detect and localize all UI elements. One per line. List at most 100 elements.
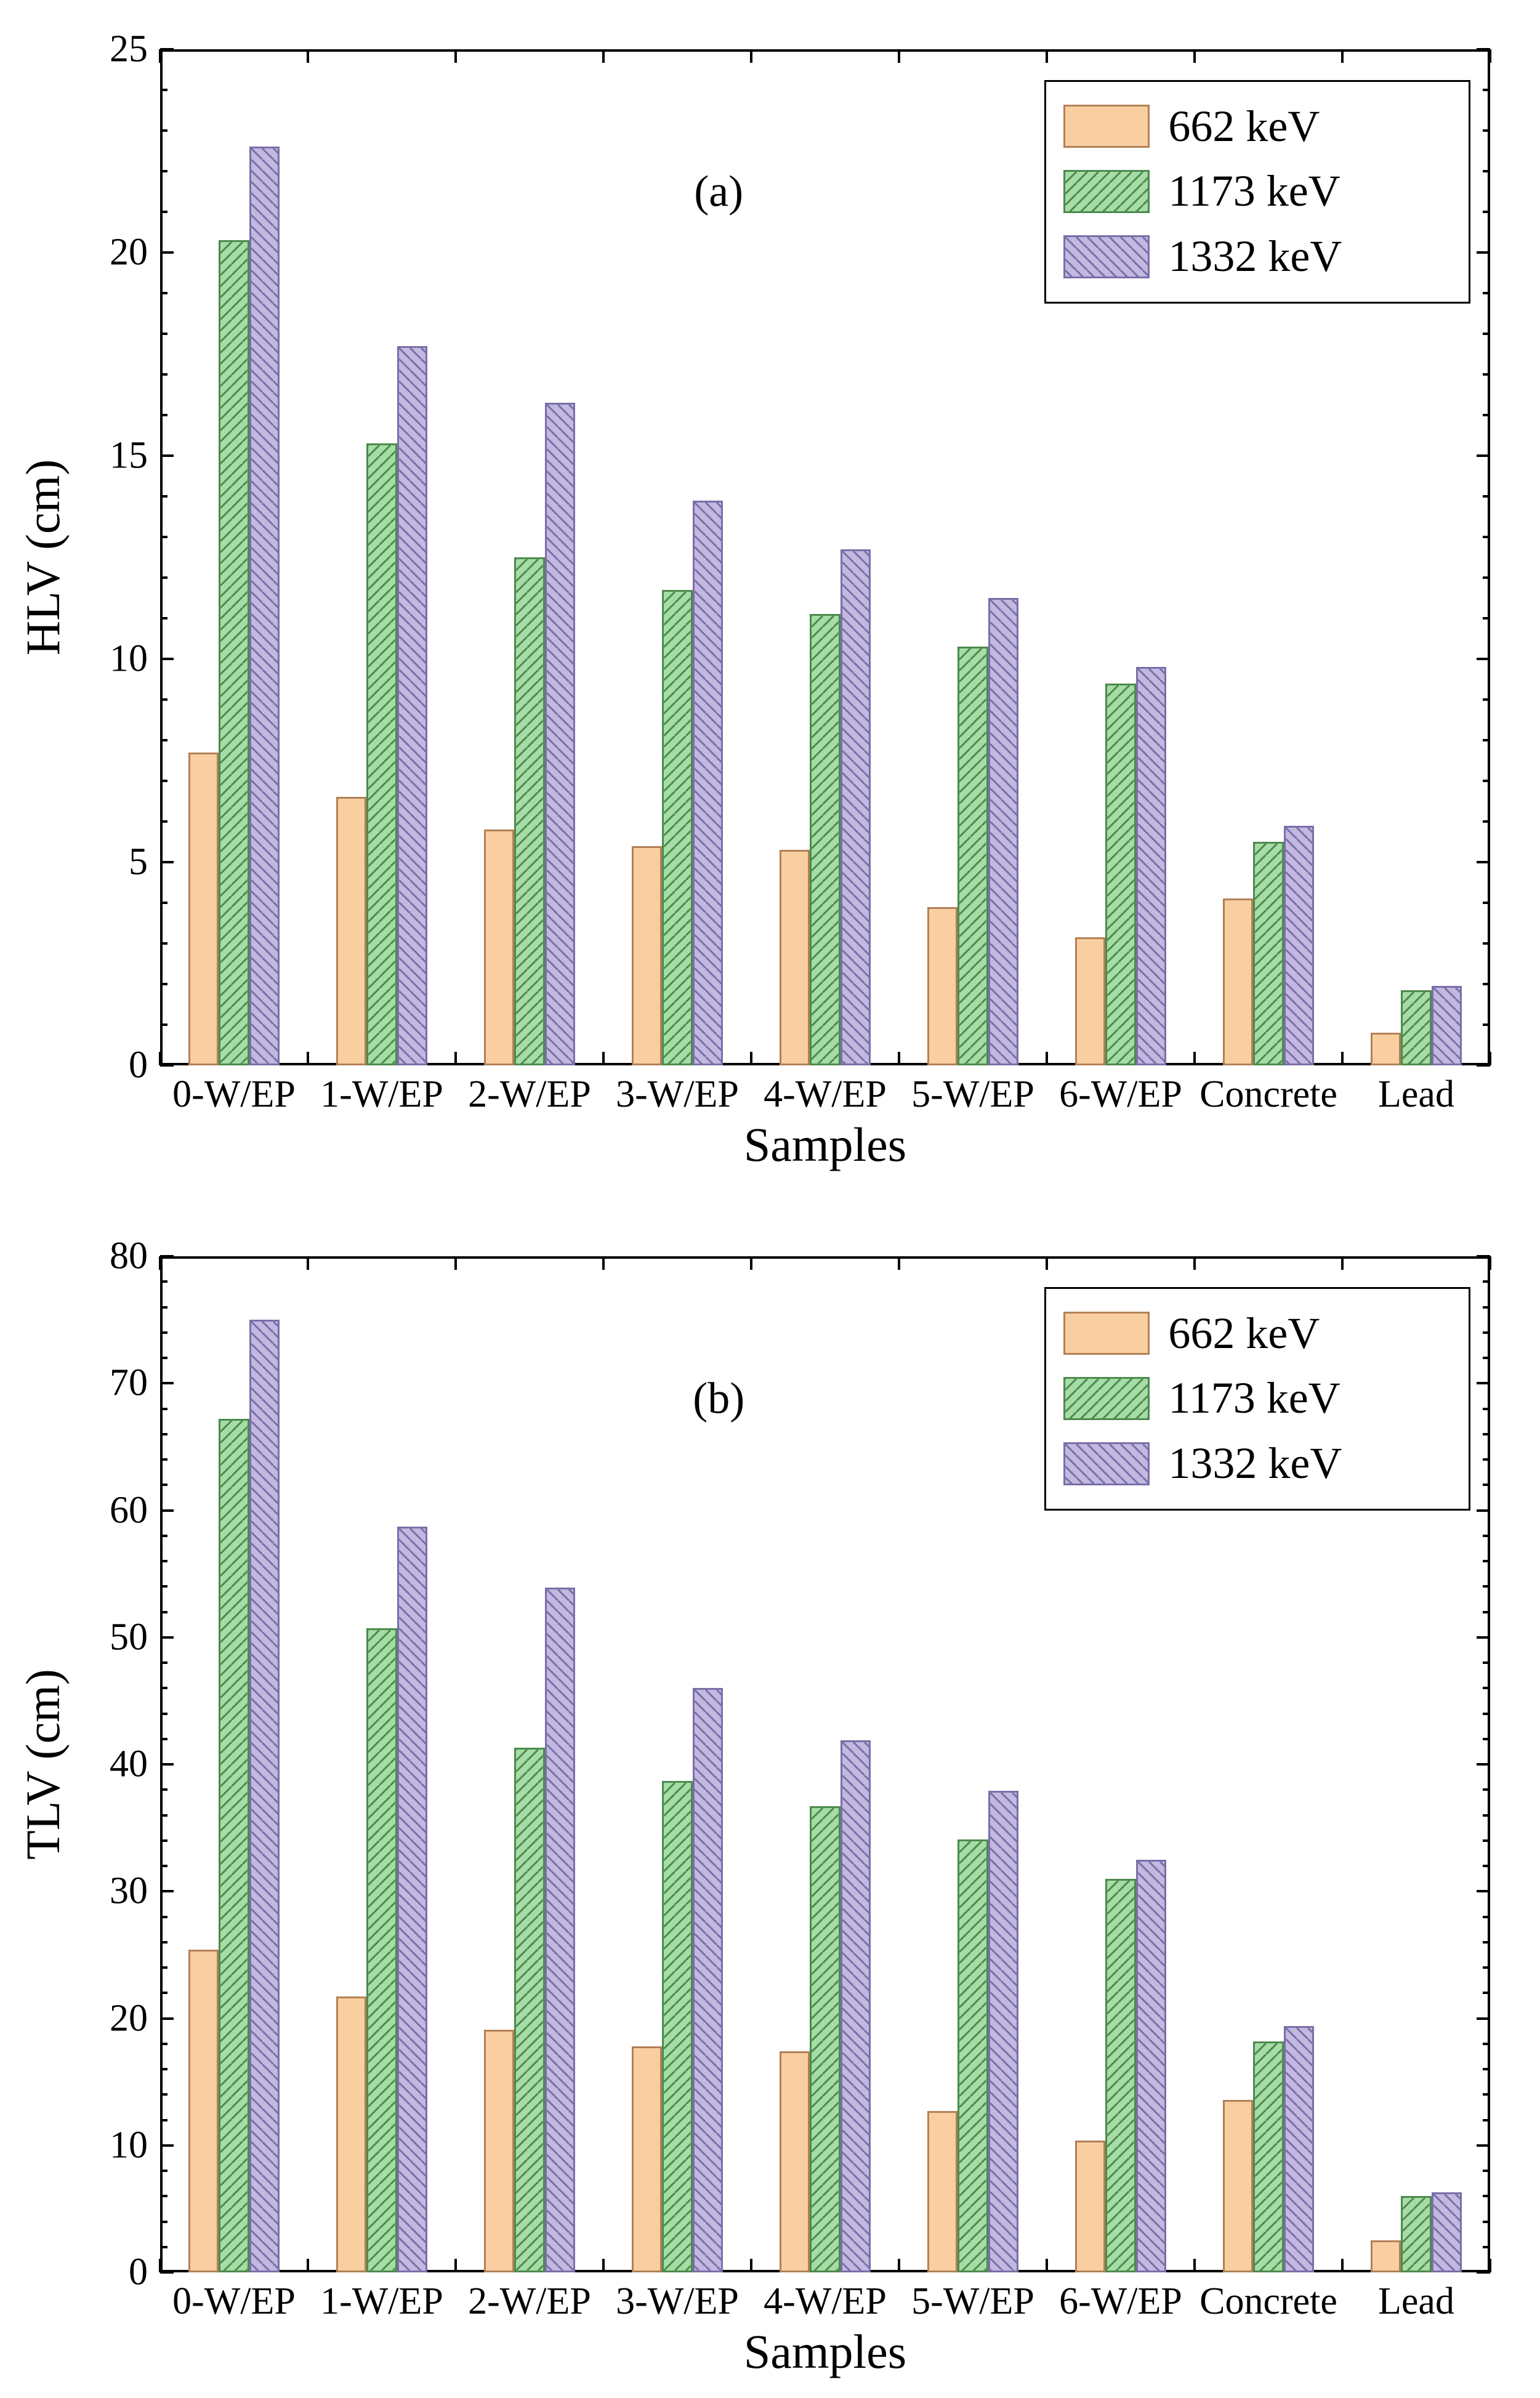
y-tick-major (1477, 1763, 1490, 1766)
y-tick-minor (160, 1280, 167, 1283)
y-tick-minor (1483, 1408, 1490, 1410)
y-tick-minor (160, 1865, 167, 1867)
y-tick-minor (1483, 1585, 1490, 1588)
y-tick-label: 30 (86, 1870, 148, 1913)
bar-e1332 (1284, 2026, 1315, 2272)
y-tick-label: 60 (86, 1488, 148, 1532)
y-tick-minor (1483, 1992, 1490, 1994)
x-tick-major (307, 2259, 309, 2272)
y-tick-minor (1483, 1357, 1490, 1359)
bar-e1173 (957, 1839, 988, 2272)
x-tick-major (602, 1256, 605, 1270)
y-tick-minor (160, 1458, 167, 1461)
legend-row: 1173 keV (1063, 1373, 1451, 1424)
bar-e1332 (397, 1527, 428, 2272)
y-tick-minor (1483, 1941, 1490, 1944)
y-tick-minor (160, 1357, 167, 1359)
bar-e1173 (366, 1628, 397, 2272)
bar-e1173 (662, 1781, 693, 2272)
y-tick-major (160, 1763, 174, 1766)
y-tick-minor (160, 2221, 167, 2223)
y-tick-minor (1483, 2068, 1490, 2070)
y-tick-minor (160, 1306, 167, 1309)
bar-e1332 (249, 1320, 280, 2272)
subplot-label: (b) (693, 1373, 744, 1424)
y-tick-minor (160, 1535, 167, 1537)
y-tick-minor (1483, 2043, 1490, 2045)
y-tick-minor (160, 1916, 167, 1918)
y-tick-minor (160, 1433, 167, 1435)
legend: 662 keV1173 keV1332 keV (1044, 1287, 1470, 1511)
y-tick-minor (1483, 1687, 1490, 1689)
bar-e1173 (1253, 2041, 1284, 2272)
y-tick-minor (1483, 2221, 1490, 2223)
legend-row: 662 keV (1063, 1308, 1451, 1359)
y-tick-minor (160, 2170, 167, 2172)
y-tick-major (160, 1636, 174, 1639)
legend-label: 1173 keV (1168, 1373, 1340, 1424)
x-tick-major (454, 1256, 457, 1270)
y-tick-minor (160, 2246, 167, 2248)
y-tick-minor (1483, 1484, 1490, 1486)
y-tick-minor (1483, 2119, 1490, 2121)
x-tick-major (1193, 1256, 1196, 1270)
bar-e1332 (693, 1688, 724, 2272)
y-tick-minor (160, 1661, 167, 1664)
y-tick-minor (160, 1839, 167, 1842)
bar-e662 (927, 2111, 958, 2272)
y-tick-minor (1483, 2093, 1490, 2096)
y-tick-minor (160, 1560, 167, 1562)
x-tick-label: 6-W/EP (1059, 2280, 1182, 2323)
x-tick-label: Concrete (1199, 2280, 1337, 2323)
y-tick-minor (1483, 2246, 1490, 2248)
bar-e1332 (545, 1588, 576, 2272)
bar-e662 (188, 1950, 219, 2272)
y-tick-minor (1483, 1661, 1490, 1664)
y-tick-minor (1483, 1331, 1490, 1334)
bar-e1332 (1432, 2192, 1462, 2272)
x-tick-major (454, 2259, 457, 2272)
x-tick-major (898, 2259, 900, 2272)
y-tick-minor (160, 1687, 167, 1689)
y-tick-minor (1483, 1814, 1490, 1817)
x-tick-major (1489, 2259, 1491, 2272)
x-tick-label: 1-W/EP (320, 2280, 443, 2323)
y-tick-minor (1483, 1458, 1490, 1461)
y-tick-minor (1483, 1306, 1490, 1309)
y-tick-minor (1483, 1865, 1490, 1867)
y-tick-minor (1483, 1839, 1490, 1842)
y-tick-minor (160, 2119, 167, 2121)
y-axis-label: TLV (cm) (15, 1669, 71, 1860)
x-tick-major (1046, 1256, 1048, 1270)
y-tick-major (1477, 1890, 1490, 1892)
y-tick-minor (160, 1611, 167, 1613)
x-tick-major (1489, 1256, 1491, 1270)
y-tick-minor (1483, 1560, 1490, 1562)
bar-e662 (1371, 2240, 1401, 2272)
y-tick-major (160, 2017, 174, 2020)
y-tick-minor (160, 1331, 167, 1334)
y-tick-label: 50 (86, 1615, 148, 1659)
y-tick-label: 70 (86, 1362, 148, 1405)
y-tick-label: 0 (86, 2251, 148, 2295)
y-tick-major (1477, 1636, 1490, 1639)
y-tick-major (1477, 2271, 1490, 2274)
y-tick-major (160, 1255, 174, 1258)
x-tick-label: 2-W/EP (468, 2280, 591, 2323)
y-tick-minor (1483, 2195, 1490, 2197)
y-tick-minor (160, 1738, 167, 1740)
x-tick-major (1341, 2259, 1344, 2272)
y-tick-major (160, 1890, 174, 1892)
x-tick-major (750, 1256, 752, 1270)
bar-e662 (780, 2051, 810, 2272)
y-tick-minor (1483, 1966, 1490, 1969)
y-tick-minor (160, 2043, 167, 2045)
y-tick-minor (160, 1941, 167, 1944)
x-tick-major (159, 2259, 161, 2272)
y-tick-minor (160, 2093, 167, 2096)
legend-swatch-e1332 (1063, 1442, 1150, 1485)
y-tick-minor (1483, 1916, 1490, 1918)
x-tick-major (159, 1256, 161, 1270)
y-tick-label: 10 (86, 2123, 148, 2167)
y-tick-major (1477, 1509, 1490, 1512)
